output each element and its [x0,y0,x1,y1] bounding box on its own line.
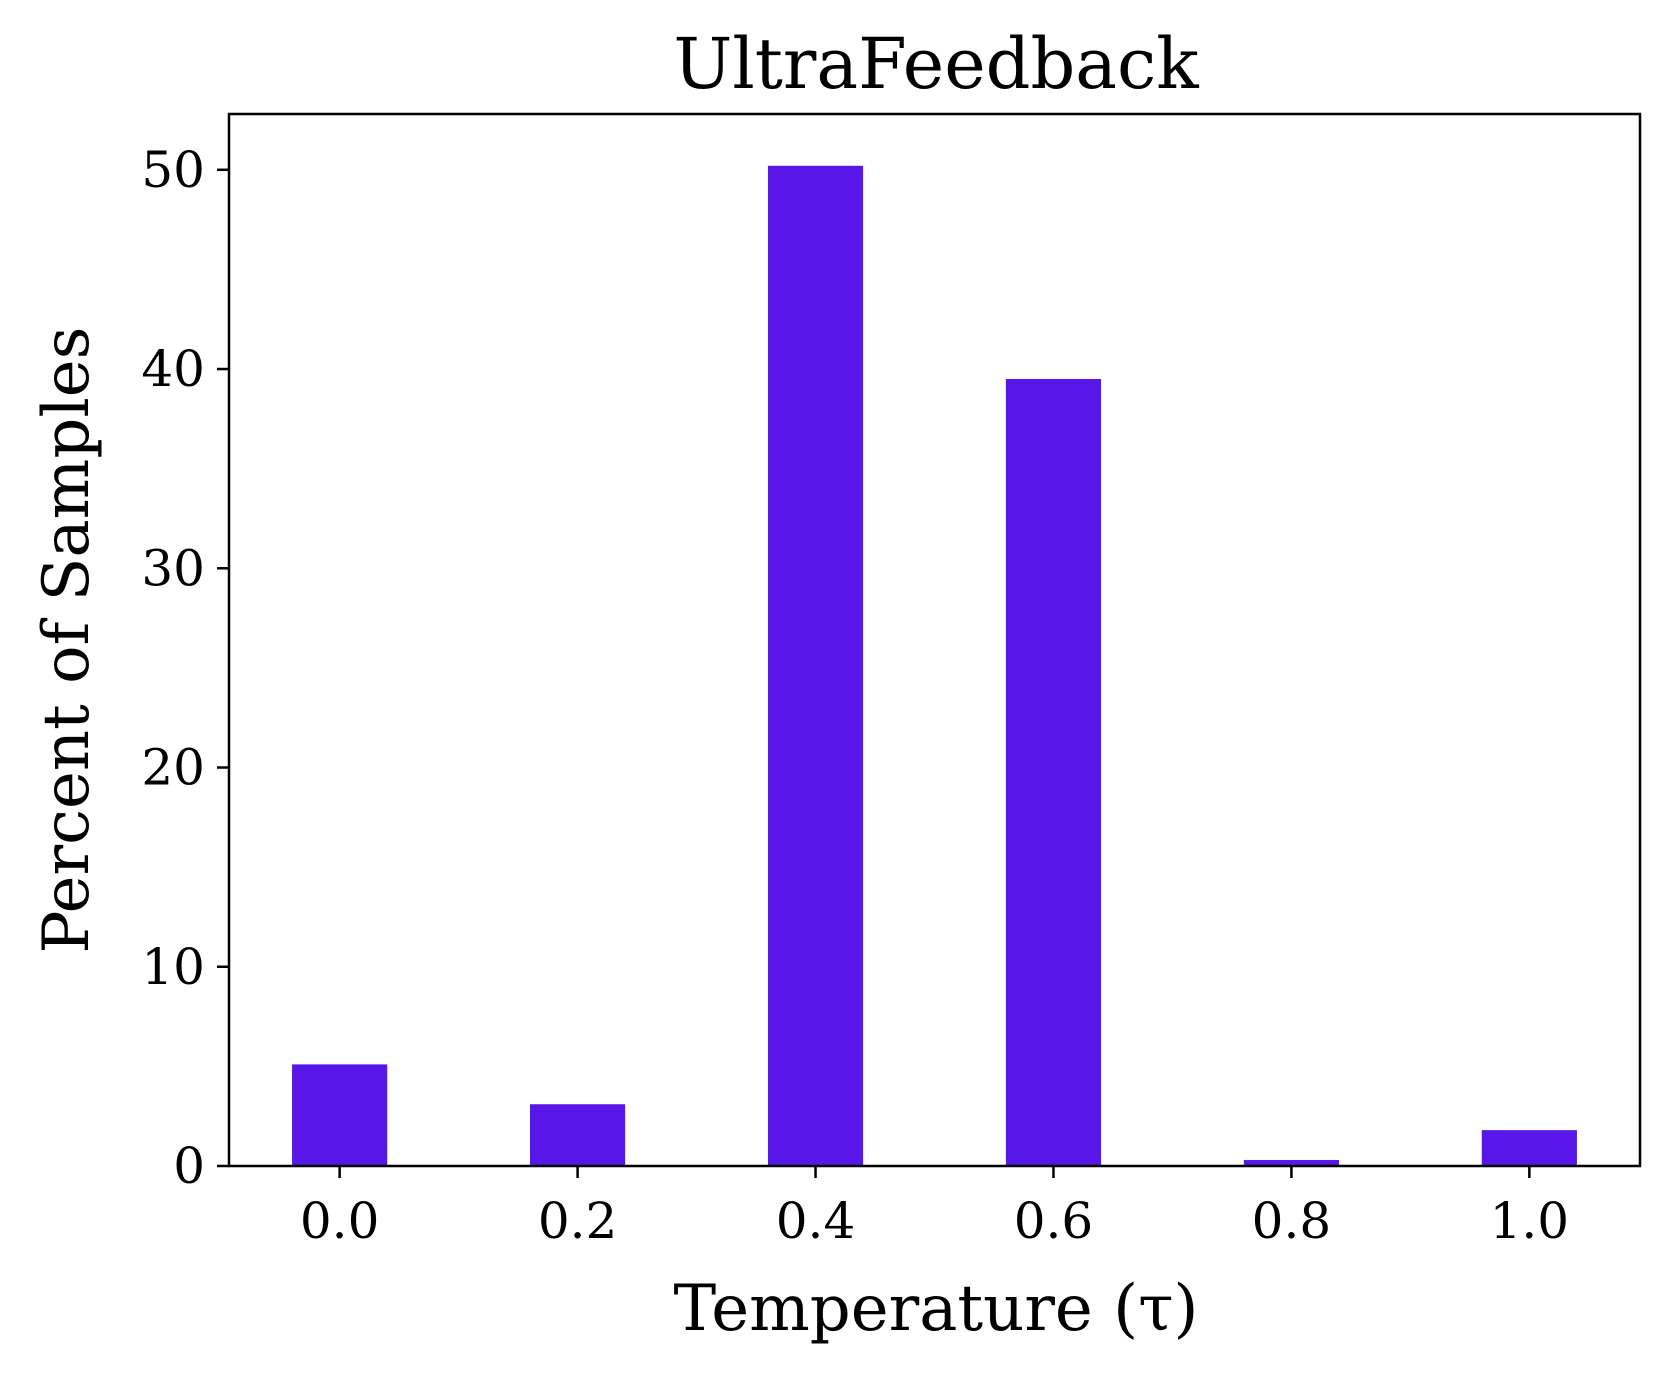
chart-title: UltraFeedback [673,23,1199,105]
x-tick-label: 0.0 [300,1192,380,1250]
y-axis: 0 10 20 30 40 50 [141,141,229,1195]
bar-0.4 [767,165,864,1166]
bar-1.0 [1481,1130,1577,1166]
x-tick-label: 0.8 [1252,1192,1332,1250]
y-tick-label: 0 [173,1137,205,1195]
bar-0.0 [292,1064,388,1166]
bars-group [292,165,1577,1166]
x-tick-label: 0.6 [1014,1192,1094,1250]
bar-0.8 [1243,1160,1340,1166]
x-tick-label: 1.0 [1490,1192,1570,1250]
y-tick-label: 40 [141,340,205,398]
bar-0.6 [1005,378,1102,1166]
y-tick-label: 30 [141,539,205,597]
plot-frame [227,112,1642,1168]
x-tick-label: 0.4 [776,1192,856,1250]
y-tick-label: 10 [141,938,205,996]
y-tick-label: 20 [141,739,205,797]
x-axis-label: Temperature (τ) [674,1272,1199,1346]
x-tick-label: 0.2 [538,1192,618,1250]
bar-0.2 [529,1104,626,1166]
y-tick-label: 50 [141,141,205,199]
x-axis: 0.0 0.2 0.4 0.6 0.8 1.0 [300,1166,1569,1250]
y-axis-label: Percent of Samples [30,326,104,953]
